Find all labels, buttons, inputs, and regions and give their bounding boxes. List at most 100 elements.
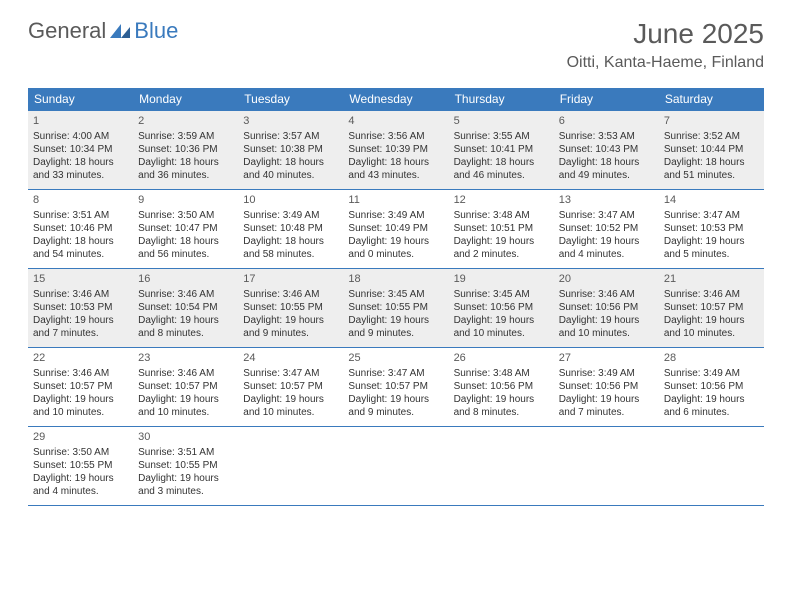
sunset-line: Sunset: 10:38 PM — [243, 143, 338, 156]
sunset-line: Sunset: 10:55 PM — [348, 301, 443, 314]
daylight-line: Daylight: 19 hours and 4 minutes. — [559, 235, 654, 261]
sunrise-line: Sunrise: 3:49 AM — [348, 209, 443, 222]
day-header: Thursday — [449, 88, 554, 110]
sunset-line: Sunset: 10:55 PM — [243, 301, 338, 314]
day-cell: 3Sunrise: 3:57 AMSunset: 10:38 PMDayligh… — [238, 111, 343, 189]
day-cell: 17Sunrise: 3:46 AMSunset: 10:55 PMDaylig… — [238, 269, 343, 347]
day-number: 14 — [664, 193, 759, 207]
daylight-line: Daylight: 19 hours and 9 minutes. — [348, 393, 443, 419]
day-number: 23 — [138, 351, 233, 365]
daylight-line: Daylight: 19 hours and 0 minutes. — [348, 235, 443, 261]
day-number: 20 — [559, 272, 654, 286]
location: Oitti, Kanta-Haeme, Finland — [567, 54, 764, 72]
day-number: 21 — [664, 272, 759, 286]
day-cell: 8Sunrise: 3:51 AMSunset: 10:46 PMDayligh… — [28, 190, 133, 268]
sunset-line: Sunset: 10:54 PM — [138, 301, 233, 314]
week-row: 1Sunrise: 4:00 AMSunset: 10:34 PMDayligh… — [28, 110, 764, 189]
day-number: 2 — [138, 114, 233, 128]
sunset-line: Sunset: 10:55 PM — [138, 459, 233, 472]
day-header: Friday — [554, 88, 659, 110]
month-title: June 2025 — [567, 18, 764, 50]
day-number: 13 — [559, 193, 654, 207]
daylight-line: Daylight: 19 hours and 9 minutes. — [243, 314, 338, 340]
calendar: SundayMondayTuesdayWednesdayThursdayFrid… — [28, 88, 764, 506]
day-number: 6 — [559, 114, 654, 128]
day-number: 1 — [33, 114, 128, 128]
sunset-line: Sunset: 10:56 PM — [559, 301, 654, 314]
day-cell — [449, 427, 554, 505]
daylight-line: Daylight: 18 hours and 51 minutes. — [664, 156, 759, 182]
daylight-line: Daylight: 19 hours and 6 minutes. — [664, 393, 759, 419]
daylight-line: Daylight: 19 hours and 10 minutes. — [243, 393, 338, 419]
sunrise-line: Sunrise: 3:45 AM — [348, 288, 443, 301]
day-cell: 25Sunrise: 3:47 AMSunset: 10:57 PMDaylig… — [343, 348, 448, 426]
day-number: 8 — [33, 193, 128, 207]
day-cell — [554, 427, 659, 505]
sunrise-line: Sunrise: 3:48 AM — [454, 209, 549, 222]
sunrise-line: Sunrise: 3:46 AM — [33, 367, 128, 380]
day-cell: 6Sunrise: 3:53 AMSunset: 10:43 PMDayligh… — [554, 111, 659, 189]
sunset-line: Sunset: 10:53 PM — [664, 222, 759, 235]
sunset-line: Sunset: 10:56 PM — [559, 380, 654, 393]
day-header-row: SundayMondayTuesdayWednesdayThursdayFrid… — [28, 88, 764, 110]
sunrise-line: Sunrise: 3:50 AM — [33, 446, 128, 459]
day-number: 18 — [348, 272, 443, 286]
day-number: 5 — [454, 114, 549, 128]
day-number: 11 — [348, 193, 443, 207]
sunrise-line: Sunrise: 3:57 AM — [243, 130, 338, 143]
day-cell: 10Sunrise: 3:49 AMSunset: 10:48 PMDaylig… — [238, 190, 343, 268]
day-header: Monday — [133, 88, 238, 110]
sunset-line: Sunset: 10:41 PM — [454, 143, 549, 156]
day-cell: 23Sunrise: 3:46 AMSunset: 10:57 PMDaylig… — [133, 348, 238, 426]
day-number: 19 — [454, 272, 549, 286]
day-cell: 20Sunrise: 3:46 AMSunset: 10:56 PMDaylig… — [554, 269, 659, 347]
sunrise-line: Sunrise: 3:50 AM — [138, 209, 233, 222]
daylight-line: Daylight: 19 hours and 8 minutes. — [454, 393, 549, 419]
sunset-line: Sunset: 10:44 PM — [664, 143, 759, 156]
sunrise-line: Sunrise: 3:47 AM — [664, 209, 759, 222]
day-number: 28 — [664, 351, 759, 365]
day-number: 7 — [664, 114, 759, 128]
sunset-line: Sunset: 10:43 PM — [559, 143, 654, 156]
sunrise-line: Sunrise: 4:00 AM — [33, 130, 128, 143]
sunrise-line: Sunrise: 3:51 AM — [33, 209, 128, 222]
sunrise-line: Sunrise: 3:47 AM — [559, 209, 654, 222]
daylight-line: Daylight: 18 hours and 46 minutes. — [454, 156, 549, 182]
day-header: Sunday — [28, 88, 133, 110]
day-cell: 13Sunrise: 3:47 AMSunset: 10:52 PMDaylig… — [554, 190, 659, 268]
day-number: 4 — [348, 114, 443, 128]
day-number: 26 — [454, 351, 549, 365]
day-number: 12 — [454, 193, 549, 207]
sunset-line: Sunset: 10:57 PM — [664, 301, 759, 314]
title-block: June 2025 Oitti, Kanta-Haeme, Finland — [567, 18, 764, 72]
daylight-line: Daylight: 19 hours and 7 minutes. — [33, 314, 128, 340]
sunrise-line: Sunrise: 3:49 AM — [559, 367, 654, 380]
daylight-line: Daylight: 19 hours and 10 minutes. — [33, 393, 128, 419]
day-cell: 9Sunrise: 3:50 AMSunset: 10:47 PMDayligh… — [133, 190, 238, 268]
week-row: 15Sunrise: 3:46 AMSunset: 10:53 PMDaylig… — [28, 268, 764, 347]
sunrise-line: Sunrise: 3:51 AM — [138, 446, 233, 459]
sunrise-line: Sunrise: 3:59 AM — [138, 130, 233, 143]
daylight-line: Daylight: 18 hours and 58 minutes. — [243, 235, 338, 261]
day-cell: 24Sunrise: 3:47 AMSunset: 10:57 PMDaylig… — [238, 348, 343, 426]
day-cell — [343, 427, 448, 505]
daylight-line: Daylight: 18 hours and 54 minutes. — [33, 235, 128, 261]
day-number: 27 — [559, 351, 654, 365]
daylight-line: Daylight: 18 hours and 43 minutes. — [348, 156, 443, 182]
sunrise-line: Sunrise: 3:46 AM — [559, 288, 654, 301]
day-number: 29 — [33, 430, 128, 444]
day-cell: 12Sunrise: 3:48 AMSunset: 10:51 PMDaylig… — [449, 190, 554, 268]
day-cell: 15Sunrise: 3:46 AMSunset: 10:53 PMDaylig… — [28, 269, 133, 347]
sunrise-line: Sunrise: 3:46 AM — [243, 288, 338, 301]
day-number: 3 — [243, 114, 338, 128]
sunrise-line: Sunrise: 3:46 AM — [664, 288, 759, 301]
sunrise-line: Sunrise: 3:46 AM — [33, 288, 128, 301]
sunset-line: Sunset: 10:57 PM — [138, 380, 233, 393]
daylight-line: Daylight: 19 hours and 8 minutes. — [138, 314, 233, 340]
day-number: 30 — [138, 430, 233, 444]
daylight-line: Daylight: 18 hours and 33 minutes. — [33, 156, 128, 182]
sunset-line: Sunset: 10:39 PM — [348, 143, 443, 156]
day-number: 15 — [33, 272, 128, 286]
day-cell: 11Sunrise: 3:49 AMSunset: 10:49 PMDaylig… — [343, 190, 448, 268]
day-number: 10 — [243, 193, 338, 207]
